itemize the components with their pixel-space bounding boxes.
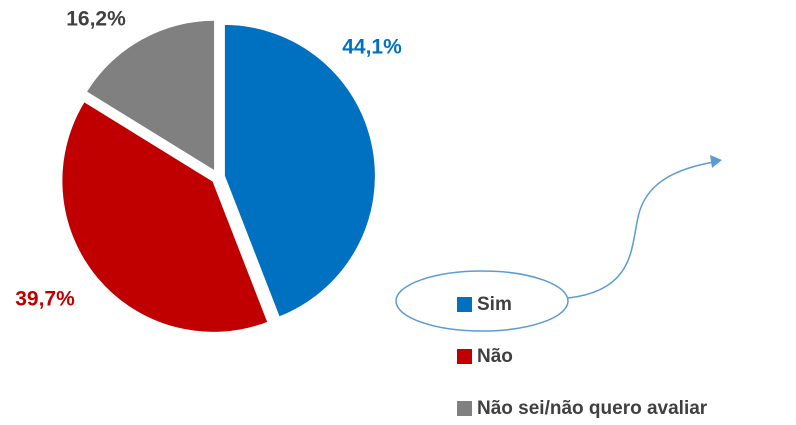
legend-label: Sim <box>477 294 512 315</box>
legend-swatch <box>457 297 472 312</box>
data-label: 44,1% <box>342 36 402 59</box>
legend-label: Não sei/não quero avaliar <box>477 398 708 419</box>
legend-swatch <box>457 401 472 416</box>
highlight-ellipse <box>395 270 569 332</box>
data-label: 39,7% <box>15 288 75 311</box>
data-label: 16,2% <box>66 8 126 31</box>
legend-swatch <box>457 349 472 364</box>
arrow <box>567 161 715 299</box>
pie-slice <box>222 22 377 319</box>
pie-slice <box>60 99 270 334</box>
legend-label: Não <box>477 346 513 367</box>
arrow-head <box>710 155 722 168</box>
pie-slice <box>84 18 217 174</box>
